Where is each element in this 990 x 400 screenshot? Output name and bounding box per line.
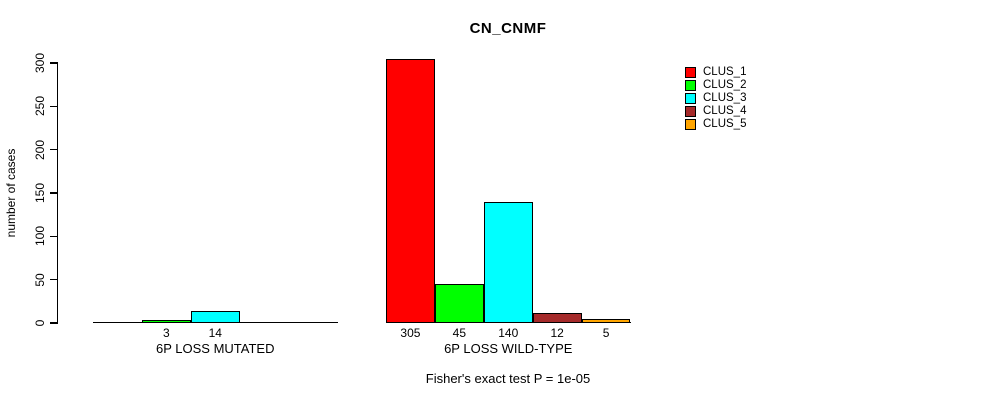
y-axis-tick xyxy=(50,105,58,108)
bar-clus-3 xyxy=(190,310,240,323)
bar-clus-2 xyxy=(434,284,484,323)
y-axis-tick-label: 200 xyxy=(33,139,47,160)
bar-value-label: 12 xyxy=(550,326,564,340)
bar-clus-4 xyxy=(532,312,582,323)
y-axis-tick xyxy=(50,192,58,194)
chart-title: CN_CNMF xyxy=(469,20,547,37)
bar-value-label: 14 xyxy=(208,326,222,340)
fisher-test-annotation: Fisher's exact test P = 1e-05 xyxy=(425,371,591,386)
bar-value-label: 5 xyxy=(602,326,610,340)
bar-value-label: 305 xyxy=(400,326,421,340)
y-axis-tick-label: 250 xyxy=(33,96,47,117)
bar-value-label: 45 xyxy=(452,326,467,340)
y-axis-tick-label: 50 xyxy=(33,272,47,287)
y-axis-tick xyxy=(50,322,58,324)
bar-clus-5 xyxy=(581,318,631,323)
bar-value-label: 3 xyxy=(163,326,170,340)
y-axis-tick-label: 300 xyxy=(33,52,47,74)
y-axis-tick xyxy=(50,62,58,64)
bar-value-label: 140 xyxy=(498,326,519,340)
x-axis-group-label: 6P LOSS WILD-TYPE xyxy=(444,341,573,356)
y-axis-tick xyxy=(50,148,58,151)
bar-clus-1 xyxy=(386,58,435,323)
y-axis-tick-label: 150 xyxy=(33,182,47,204)
bar-clus-2 xyxy=(141,320,191,323)
y-axis-tick-label: 0 xyxy=(33,319,47,327)
y-axis-tick xyxy=(50,278,58,281)
y-axis-tick-label: 100 xyxy=(33,226,47,247)
bar-clus-3 xyxy=(483,201,533,323)
x-axis-group-label: 6P LOSS MUTATED xyxy=(156,341,275,356)
y-axis-tick xyxy=(50,235,58,238)
